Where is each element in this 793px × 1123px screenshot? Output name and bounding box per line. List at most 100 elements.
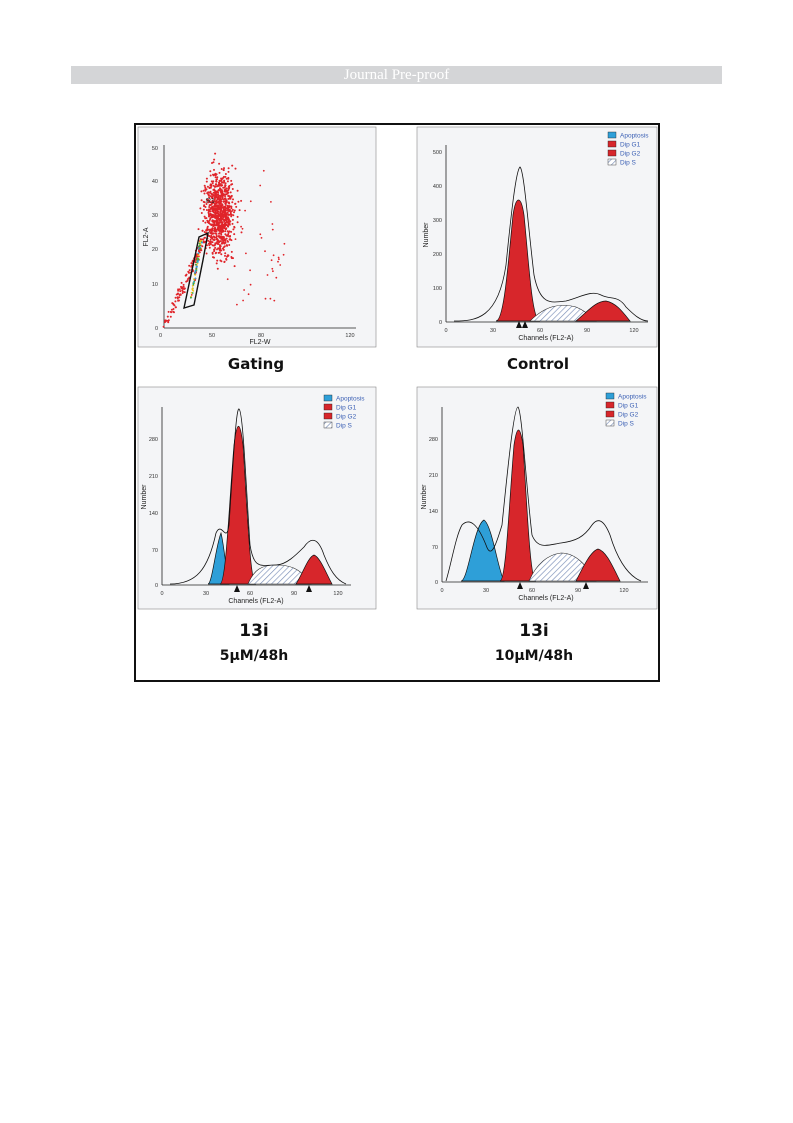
scatter-point <box>234 238 237 240</box>
13i-5um-g2-peak <box>295 554 333 585</box>
scatter-point <box>204 189 207 192</box>
scatter-point <box>220 227 223 230</box>
scatter-point <box>240 231 243 234</box>
scatter-point <box>271 267 274 270</box>
scatter-point <box>225 227 227 230</box>
scatter-point <box>227 225 230 228</box>
scatter-point <box>214 185 217 188</box>
scatter-point <box>233 225 236 228</box>
control-ytick-1: 100 <box>433 286 442 292</box>
scatter-point <box>218 181 220 184</box>
scatter-point <box>220 225 222 228</box>
scatter-point <box>225 258 228 261</box>
scatter-point <box>224 206 227 209</box>
scatter-point <box>224 211 227 213</box>
scatter-point <box>224 233 227 236</box>
control-xtick-2: 60 <box>537 328 543 334</box>
scatter-point <box>219 196 222 199</box>
gated-point <box>190 296 192 299</box>
scatter-point <box>224 230 227 233</box>
gating-y-label: FL2-A <box>143 227 150 246</box>
figure-svg: R1 0 50 80 120 FL2-W FL2-A 0 10 20 30 40… <box>137 125 658 680</box>
scatter-point <box>215 236 218 239</box>
scatter-point <box>264 297 267 300</box>
scatter-point <box>185 273 188 276</box>
scatter-point <box>203 215 206 218</box>
gating-panel: R1 0 50 80 120 FL2-W FL2-A 0 10 20 30 40… <box>137 126 377 373</box>
scatter-point <box>222 200 225 203</box>
13i-5um-xtick-1: 30 <box>203 591 209 597</box>
scatter-point <box>240 199 243 202</box>
scatter-point <box>190 265 193 268</box>
scatter-point <box>242 299 244 302</box>
scatter-point <box>211 223 214 226</box>
scatter-point <box>203 204 206 207</box>
gating-xtick-3: 120 <box>345 333 354 339</box>
scatter-point <box>217 235 220 238</box>
scatter-point <box>215 262 218 265</box>
scatter-point <box>211 251 214 254</box>
13i-5um-ytick-0: 0 <box>155 583 158 589</box>
scatter-point <box>203 231 206 233</box>
scatter-point <box>227 197 230 200</box>
scatter-point <box>205 203 208 205</box>
scatter-point <box>227 221 230 224</box>
13i-10um-legend-g1-swatch <box>605 401 615 409</box>
scatter-point <box>209 190 212 193</box>
gated-point <box>196 255 199 258</box>
scatter-point <box>206 229 208 232</box>
scatter-point <box>205 177 208 180</box>
scatter-point <box>229 191 232 194</box>
scatter-point <box>179 290 182 293</box>
scatter-point <box>209 236 212 239</box>
control-ytick-5: 500 <box>433 150 442 156</box>
scatter-point <box>213 158 216 161</box>
13i-10um-xtick-1: 30 <box>483 588 489 594</box>
scatter-point <box>233 233 236 236</box>
gated-point <box>194 274 196 276</box>
scatter-point <box>221 221 224 224</box>
scatter-point <box>232 228 235 231</box>
scatter-point <box>204 221 207 224</box>
scatter-point <box>204 206 207 208</box>
scatter-point <box>216 220 219 223</box>
gating-xtick-2: 80 <box>258 333 264 339</box>
scatter-point <box>270 201 272 203</box>
scatter-point <box>223 167 225 170</box>
scatter-point <box>209 184 212 187</box>
gating-panel-label: Gating <box>228 355 284 373</box>
scatter-point <box>231 218 234 221</box>
scatter-point <box>167 321 170 324</box>
control-marker-2 <box>522 321 528 328</box>
scatter-point <box>220 219 223 221</box>
scatter-point <box>202 189 205 192</box>
scatter-point <box>230 239 233 242</box>
scatter-point <box>209 204 212 206</box>
scatter-point <box>219 204 222 207</box>
13i-5um-legend-s-swatch <box>323 421 333 429</box>
scatter-point <box>228 187 230 190</box>
control-legend-apoptosis-swatch <box>607 131 617 139</box>
13i-10um-legend-apoptosis-swatch <box>605 392 615 400</box>
scatter-point <box>224 208 227 211</box>
scatter-point <box>224 203 227 206</box>
scatter-point <box>174 300 177 303</box>
scatter-point <box>217 217 219 219</box>
scatter-point <box>208 206 211 208</box>
scatter-point <box>218 199 221 202</box>
scatter-point <box>217 213 220 216</box>
13i-10um-legend-g2: Dip G2 <box>618 412 639 419</box>
scatter-point <box>220 242 223 245</box>
scatter-point <box>214 216 216 219</box>
scatter-point <box>224 184 227 187</box>
scatter-point <box>208 246 211 249</box>
scatter-point <box>221 230 224 233</box>
scatter-point <box>224 238 227 241</box>
scatter-point <box>218 221 221 224</box>
scatter-point <box>214 213 217 216</box>
gated-point <box>197 252 200 254</box>
scatter-point <box>208 244 211 247</box>
gating-ytick-4: 40 <box>152 179 158 185</box>
gating-xtick-0: 0 <box>159 333 162 339</box>
control-legend-g1-swatch <box>607 140 617 148</box>
